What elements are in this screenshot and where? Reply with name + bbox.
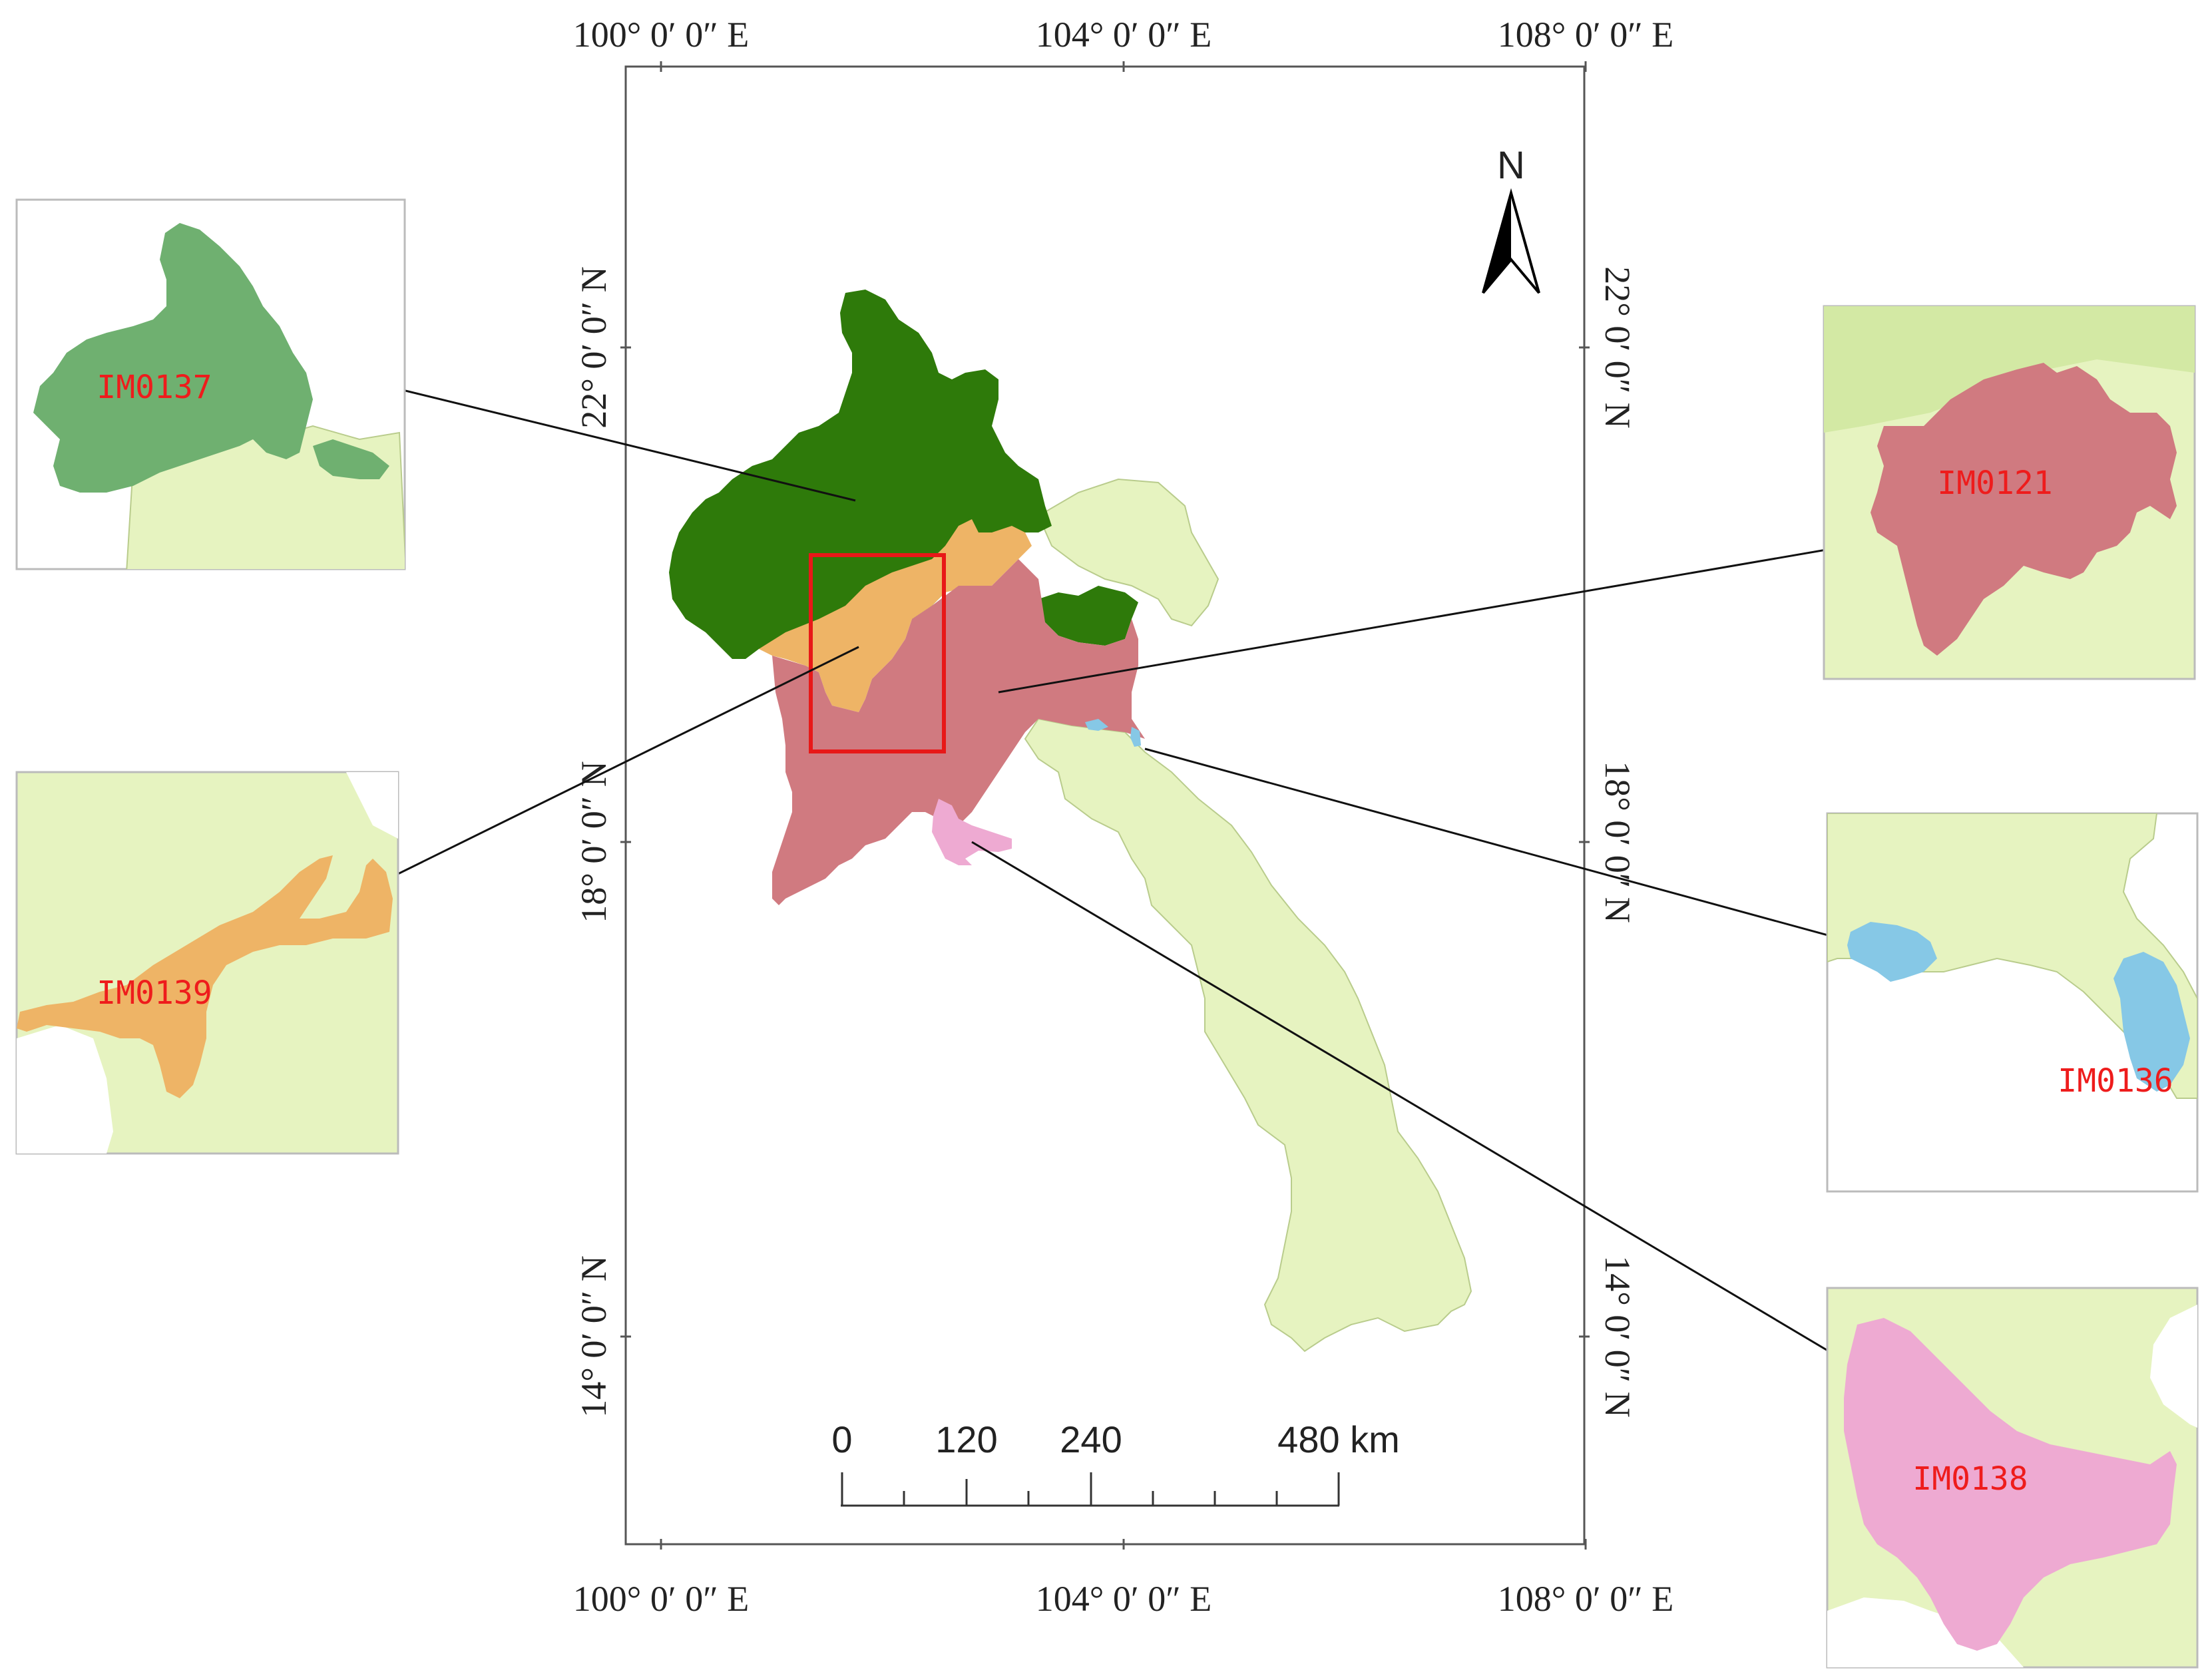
lat-label-right-18: 18° 0′ 0″ N [1598,761,1638,923]
leader-im0138 [971,841,1908,1399]
north-arrow-shade-icon [1483,193,1511,293]
lat-label-left-18: 18° 0′ 0″ N [574,761,614,923]
inset-im0136-label: IM0136 [2058,1062,2173,1100]
lon-label-top-104: 104° 0′ 0″ E [1036,15,1212,55]
scale-bar: 0 120 240 480 km [831,1418,1400,1507]
inset-im0136-shape-b [2113,952,2190,1092]
lat-label-left-22: 22° 0′ 0″ N [574,266,614,428]
inset-im0139-label: IM0139 [97,974,212,1012]
scale-label-480: 480 km [1277,1418,1400,1460]
inset-im0137: IM0137 [15,198,406,570]
leader-im0136 [1144,747,1884,952]
inset-im0121-shape [1871,363,2177,656]
region-im0139 [759,519,1032,712]
base-region-south [1024,718,1472,1353]
inset-im0136-shape-a [1847,922,1937,982]
region-im0136 [1085,719,1108,731]
lat-label-right-14: 14° 0′ 0″ N [1598,1255,1638,1417]
inset-im0139-shape [17,855,393,1098]
lon-label-top-100: 100° 0′ 0″ E [573,15,749,55]
inset-im0137-shape [33,223,313,493]
lon-label-top-108: 108° 0′ 0″ E [1498,15,1673,55]
inset-im0121-label: IM0121 [1937,465,2052,502]
inset-im0138: IM0138 [1826,1287,2199,1669]
region-im0138 [932,799,1012,865]
north-arrow: N [1482,144,1540,294]
scale-label-240: 240 [1060,1418,1122,1460]
inset-im0138-label: IM0138 [1912,1460,2028,1498]
lon-label-bottom-100: 100° 0′ 0″ E [573,1579,749,1619]
leader-lines [236,348,1908,1399]
graticule-ticks [620,61,1590,1550]
inset-im0136: IM0136 [1826,812,2199,1193]
inset-im0121: IM0121 [1823,305,2196,680]
main-map: N 0 120 240 480 km [573,15,1673,1619]
highlight-box [809,553,946,753]
inset-im0138-shape [1844,1318,2177,1651]
scale-label-0: 0 [831,1418,852,1460]
scale-label-120: 120 [935,1418,997,1460]
region-im0121 [772,559,1145,905]
lat-label-right-22: 22° 0′ 0″ N [1598,266,1638,428]
region-im0137-east-patch [1038,586,1138,646]
inset-im0139: IM0139 [15,771,399,1155]
lon-label-bottom-104: 104° 0′ 0″ E [1036,1579,1212,1619]
leader-im0121 [998,534,1908,694]
base-region-north-lobe [1037,478,1219,627]
lat-label-left-14: 14° 0′ 0″ N [574,1255,614,1417]
region-im0136-b [1130,727,1141,747]
inset-im0137-label: IM0137 [97,369,212,406]
lon-label-bottom-108: 108° 0′ 0″ E [1498,1579,1673,1619]
north-label: N [1497,144,1525,187]
